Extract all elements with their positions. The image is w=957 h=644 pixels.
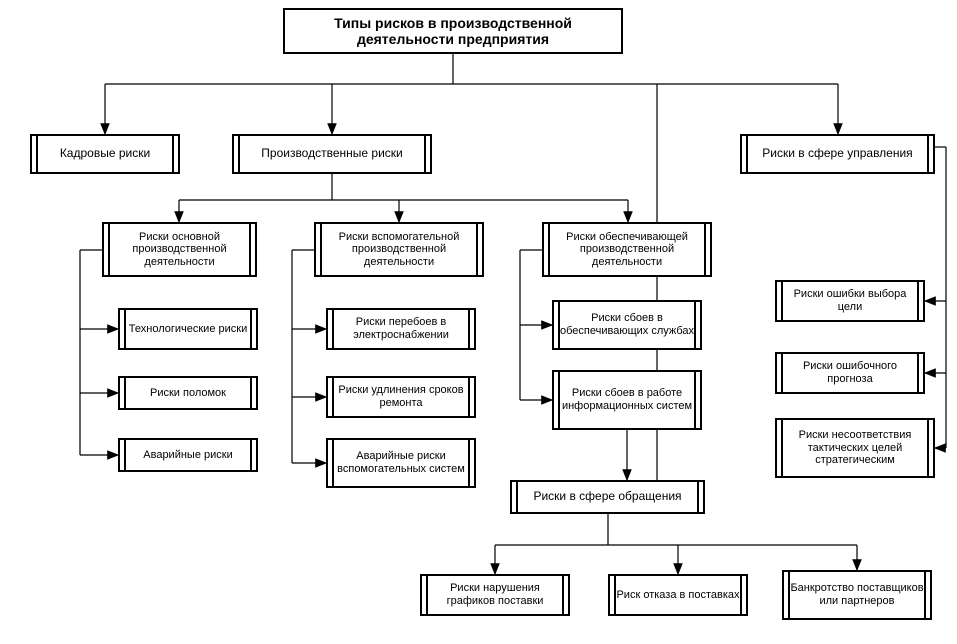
node-celi: Риски ошибки выбора цели: [775, 280, 925, 322]
node-elektro: Риски перебоев в электроснабжении: [326, 308, 476, 350]
node-sluzhby: Риски сбоев в обеспечивающих службах: [552, 300, 702, 350]
node-label-elektro: Риски перебоев в электроснабжении: [333, 316, 469, 341]
node-avarsys: Аварийные риски вспомогательных систем: [326, 438, 476, 488]
node-label-osn: Риски основной производственной деятельн…: [109, 231, 250, 269]
node-obesp: Риски обеспечивающей производственной де…: [542, 222, 712, 277]
node-otkaz: Риск отказа в поставках: [608, 574, 748, 616]
node-polomok: Риски поломок: [118, 376, 258, 410]
node-vsp: Риски вспомогательной производственной д…: [314, 222, 484, 277]
node-label-tech: Технологические риски: [129, 323, 247, 336]
node-osn: Риски основной производственной деятельн…: [102, 222, 257, 277]
node-label-grafik: Риски нарушения графиков поставки: [427, 582, 563, 607]
node-label-upravl: Риски в сфере управления: [762, 147, 912, 161]
node-label-kadrovye: Кадровые риски: [60, 147, 150, 161]
node-label-polomok: Риски поломок: [150, 387, 226, 400]
node-label-remont: Риски удлинения сроков ремонта: [333, 384, 469, 409]
node-tech: Технологические риски: [118, 308, 258, 350]
node-remont: Риски удлинения сроков ремонта: [326, 376, 476, 418]
node-label-obrasch: Риски в сфере обращения: [533, 490, 681, 504]
node-label-prognoz: Риски ошибочного прогноза: [782, 360, 918, 385]
node-label-vsp: Риски вспомогательной производственной д…: [321, 231, 477, 269]
node-label-infosys: Риски сбоев в работе информационных сист…: [559, 387, 695, 412]
node-label-avar: Аварийные риски: [143, 449, 232, 462]
node-label-sluzhby: Риски сбоев в обеспечивающих службах: [559, 312, 695, 337]
node-grafik: Риски нарушения графиков поставки: [420, 574, 570, 616]
node-avar: Аварийные риски: [118, 438, 258, 472]
node-obrasch: Риски в сфере обращения: [510, 480, 705, 514]
node-label-root: Типы рисков в производственной деятельно…: [290, 15, 616, 47]
node-proizv: Производственные риски: [232, 134, 432, 174]
node-prognoz: Риски ошибочного прогноза: [775, 352, 925, 394]
node-label-bankrot: Банкротство поставщиков или партнеров: [789, 582, 925, 607]
node-label-obesp: Риски обеспечивающей производственной де…: [549, 231, 705, 269]
node-bankrot: Банкротство поставщиков или партнеров: [782, 570, 932, 620]
node-kadrovye: Кадровые риски: [30, 134, 180, 174]
node-label-proizv: Производственные риски: [261, 147, 402, 161]
node-label-celi: Риски ошибки выбора цели: [782, 288, 918, 313]
node-root: Типы рисков в производственной деятельно…: [283, 8, 623, 54]
node-takt: Риски несоответствия тактических целей с…: [775, 418, 935, 478]
node-label-takt: Риски несоответствия тактических целей с…: [782, 429, 928, 467]
node-infosys: Риски сбоев в работе информационных сист…: [552, 370, 702, 430]
node-label-avarsys: Аварийные риски вспомогательных систем: [333, 450, 469, 475]
node-upravl: Риски в сфере управления: [740, 134, 935, 174]
node-label-otkaz: Риск отказа в поставках: [616, 589, 739, 602]
